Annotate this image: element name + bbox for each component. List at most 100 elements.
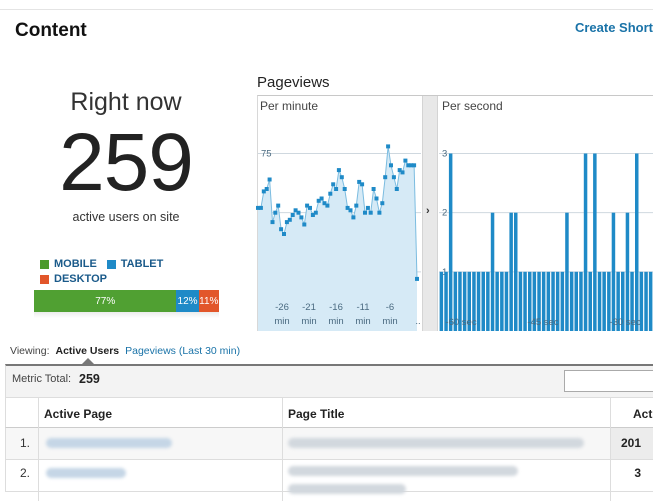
data-point [267, 177, 272, 182]
active-users-subtitle: active users on site [72, 210, 180, 224]
bar [462, 271, 467, 331]
redacted-page-link[interactable] [46, 468, 126, 478]
active-cell-highlight [610, 428, 653, 459]
x-tick-unit: min [382, 316, 397, 327]
tab-active-users[interactable]: Active Users [55, 345, 120, 357]
bar [611, 212, 616, 331]
data-point [293, 208, 298, 213]
data-point [322, 201, 327, 206]
row-active-users: 3 [634, 466, 641, 480]
x-tick-label: -60 sec [445, 317, 476, 328]
create-shortcut-link[interactable]: Create Short [574, 20, 653, 35]
data-point [331, 182, 336, 187]
data-point [290, 213, 295, 217]
chart-divider[interactable] [422, 96, 438, 331]
bar [481, 271, 485, 331]
pageviews-title: Pageviews [257, 74, 330, 91]
bar [448, 153, 453, 331]
chevron-right-icon[interactable]: › [426, 205, 430, 217]
data-point [400, 170, 405, 175]
x-tick-label: -6 [386, 302, 394, 313]
bar [635, 153, 639, 331]
bar [625, 212, 630, 331]
bar [621, 271, 625, 331]
device-segment-mobile[interactable]: 77% [34, 290, 177, 312]
data-point [351, 215, 356, 220]
bar [476, 271, 481, 331]
table-search-input[interactable] [564, 370, 653, 392]
row-number: 2. [20, 466, 31, 480]
bar [565, 212, 569, 331]
metric-total-bar [5, 364, 653, 398]
column-divider [38, 398, 39, 501]
y-tick-label: 3 [442, 149, 447, 160]
bar [607, 271, 611, 331]
bar [551, 271, 555, 331]
data-point [403, 158, 408, 163]
device-bar-shadow [34, 312, 219, 318]
table-header [5, 398, 653, 428]
bar [560, 271, 565, 331]
bar [630, 271, 634, 331]
data-point [412, 163, 417, 168]
y-tick-label: 2 [442, 208, 447, 219]
data-point [313, 210, 318, 215]
legend-item-tablet: TABLET [106, 257, 164, 272]
column-divider [610, 398, 611, 501]
column-divider [282, 398, 283, 501]
data-point [409, 163, 414, 168]
bar [579, 271, 583, 331]
bar [490, 212, 495, 331]
bar [458, 271, 462, 331]
active-tab-caret [82, 358, 94, 364]
device-share-bar: 77% 12% 11% [34, 290, 219, 312]
bar [504, 271, 509, 331]
data-point [397, 168, 402, 173]
device-segment-desktop[interactable]: 11% [198, 290, 219, 312]
device-segment-tablet[interactable]: 12% [176, 290, 199, 312]
data-point [345, 205, 350, 210]
data-point [319, 196, 324, 201]
data-point [348, 208, 353, 213]
metric-total-value: 259 [79, 372, 100, 386]
bar [588, 271, 592, 331]
data-point [276, 203, 281, 208]
column-active-page[interactable]: Active Page [44, 407, 113, 421]
legend-item-mobile: MOBILE [40, 257, 97, 272]
data-point [383, 175, 388, 180]
row-active-users: 201 [620, 436, 641, 450]
desktop-swatch [40, 275, 49, 284]
data-point [334, 187, 339, 191]
data-point [336, 168, 341, 173]
bar [500, 271, 504, 331]
bar [583, 153, 588, 331]
bar [518, 271, 523, 331]
bar [648, 271, 653, 331]
data-point [261, 189, 266, 194]
x-tick-label: -11 [356, 302, 369, 313]
data-point [305, 203, 310, 208]
row-number: 1. [20, 436, 31, 450]
data-point [342, 187, 347, 191]
tablet-swatch [106, 260, 116, 269]
bar [644, 271, 648, 331]
bar [546, 271, 551, 331]
redacted-page-link[interactable] [46, 438, 172, 448]
column-page-title[interactable]: Page Title [288, 407, 345, 421]
data-point [357, 179, 362, 184]
data-point [316, 198, 321, 203]
bar [602, 271, 606, 331]
mobile-swatch [40, 260, 49, 269]
legend-label-tablet: TABLET [120, 258, 164, 270]
tab-pageviews-last-30[interactable]: Pageviews (Last 30 min) [125, 345, 241, 357]
data-point [284, 220, 289, 225]
data-point [391, 175, 396, 180]
data-point [299, 215, 304, 220]
active-users-count: 259 [59, 117, 194, 208]
legend-label-mobile: MOBILE [54, 258, 97, 270]
bar [639, 271, 644, 331]
x-tick-unit: min [274, 316, 289, 327]
column-active-users[interactable]: Acti [633, 407, 653, 421]
